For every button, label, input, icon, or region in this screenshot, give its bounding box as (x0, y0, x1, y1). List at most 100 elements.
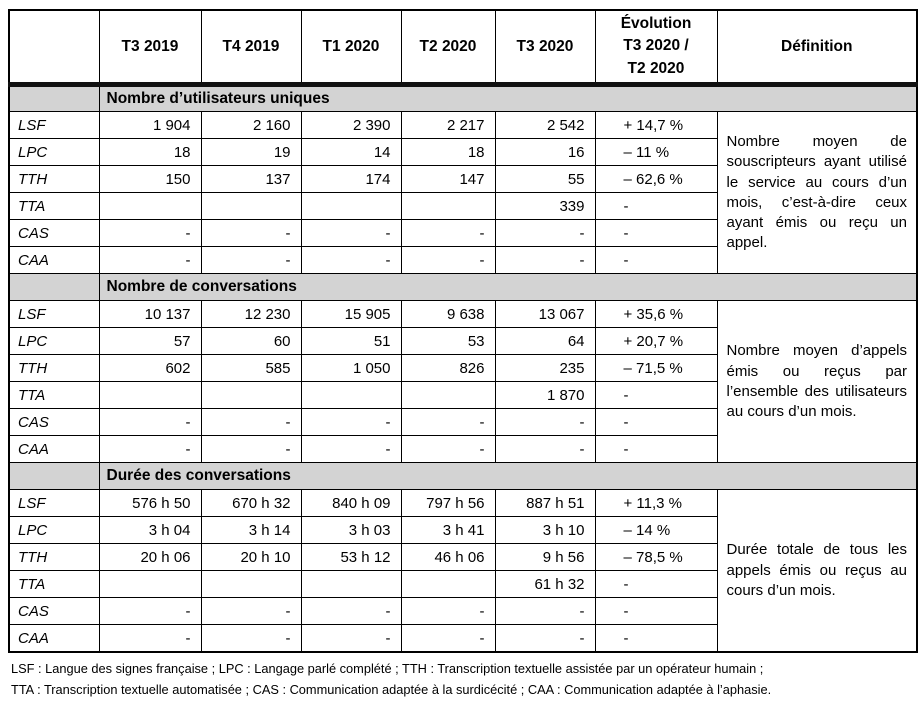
table-row: LSF 1 904 2 160 2 390 2 217 2 542 + 14,7… (8, 111, 918, 275)
table-row: TTA 61 h 32 - (8, 570, 917, 599)
cell-evolution: – 62,6 % (594, 165, 718, 194)
cell-t3-2020: 61 h 32 (494, 570, 596, 599)
row-label: CAA (8, 435, 100, 464)
cell-t4-2019: 670 h 32 (200, 489, 302, 518)
cell-t3-2019: - (98, 219, 202, 248)
cell-t3-2019: 10 137 (98, 300, 202, 329)
table-row: CAS - - - - - - (8, 408, 917, 437)
cell-t2-2020: - (400, 435, 496, 464)
cell-t2-2020: 3 h 41 (400, 516, 496, 545)
cell-t3-2019: 576 h 50 (98, 489, 202, 518)
cell-t3-2019: 3 h 04 (98, 516, 202, 545)
cell-t1-2020: - (300, 408, 402, 437)
table-row: LSF 10 137 12 230 15 905 9 638 13 067 + … (8, 300, 918, 464)
cell-t3-2019: - (98, 408, 202, 437)
cell-t1-2020: 174 (300, 165, 402, 194)
cell-evolution: - (594, 219, 718, 248)
table-row: TTH 602 585 1 050 826 235 – 71,5 % (8, 354, 917, 383)
cell-t3-2020: - (494, 219, 596, 248)
col-header-t4-2019: T4 2019 (200, 9, 302, 88)
cell-t3-2019 (98, 381, 202, 410)
cell-t3-2020: 339 (494, 192, 596, 221)
cell-t1-2020: 15 905 (300, 300, 402, 329)
cell-evolution: - (594, 597, 718, 626)
section-title: Nombre d’utilisateurs uniques (98, 84, 918, 113)
cell-evolution: – 78,5 % (594, 543, 718, 572)
cell-t3-2020: 3 h 10 (494, 516, 596, 545)
cell-t3-2020: - (494, 435, 596, 464)
cell-t4-2019: 585 (200, 354, 302, 383)
cell-t3-2019: - (98, 597, 202, 626)
section-title: Durée des conversations (98, 462, 918, 491)
table-row: CAS - - - - - - (8, 597, 917, 626)
header-row: T3 2019 T4 2019 T1 2020 T2 2020 T3 2020 … (8, 9, 918, 88)
cell-t4-2019: - (200, 624, 302, 653)
cell-evolution: – 71,5 % (594, 354, 718, 383)
cell-t3-2020: - (494, 408, 596, 437)
col-header-t3-2020: T3 2020 (494, 9, 596, 88)
row-label: CAA (8, 246, 100, 275)
row-label: TTA (8, 381, 100, 410)
cell-t2-2020 (400, 381, 496, 410)
definition-cell: Durée totale de tous les appels émis ou … (716, 489, 918, 653)
cell-t3-2019: 150 (98, 165, 202, 194)
cell-t3-2019: - (98, 435, 202, 464)
row-label: CAS (8, 597, 100, 626)
section-empty-cell (8, 462, 100, 491)
cell-t3-2020: - (494, 246, 596, 275)
section-header-row: Nombre d’utilisateurs uniques (8, 84, 918, 113)
cell-t1-2020 (300, 192, 402, 221)
cell-evolution: - (594, 381, 718, 410)
table-row: CAA - - - - - - (8, 435, 917, 464)
table-row: TTH 150 137 174 147 55 – 62,6 % (8, 165, 917, 194)
cell-t3-2019: 57 (98, 327, 202, 356)
cell-evolution: + 35,6 % (594, 300, 718, 329)
cell-t2-2020: - (400, 246, 496, 275)
cell-t3-2019: - (98, 624, 202, 653)
cell-t3-2020: - (494, 597, 596, 626)
cell-t3-2020: 9 h 56 (494, 543, 596, 572)
cell-t3-2020: 16 (494, 138, 596, 167)
cell-t1-2020 (300, 570, 402, 599)
section-header-row: Nombre de conversations (8, 273, 918, 302)
cell-t2-2020: 2 217 (400, 111, 496, 140)
row-label: LPC (8, 138, 100, 167)
cell-evolution: - (594, 192, 718, 221)
col-header-t1-2020: T1 2020 (300, 9, 402, 88)
cell-t4-2019: - (200, 597, 302, 626)
cell-t4-2019 (200, 570, 302, 599)
cell-t2-2020: 147 (400, 165, 496, 194)
row-label: LSF (8, 111, 100, 140)
footnote-line-1: LSF : Langue des signes française ; LPC … (11, 660, 764, 676)
col-header-evolution: Évolution T3 2020 / T2 2020 (594, 9, 718, 88)
cell-evolution: - (594, 408, 718, 437)
definition-cell: Nombre moyen de souscripteurs ayant util… (716, 111, 918, 275)
cell-t2-2020 (400, 192, 496, 221)
cell-t1-2020: 840 h 09 (300, 489, 402, 518)
cell-t4-2019: 12 230 (200, 300, 302, 329)
col-header-t3-2019: T3 2019 (98, 9, 202, 88)
cell-t1-2020: 14 (300, 138, 402, 167)
cell-t1-2020: - (300, 624, 402, 653)
cell-t3-2019: 602 (98, 354, 202, 383)
cell-t2-2020: - (400, 624, 496, 653)
row-label: TTA (8, 570, 100, 599)
table-head: T3 2019 T4 2019 T1 2020 T2 2020 T3 2020 … (8, 9, 918, 88)
cell-t2-2020: 797 h 56 (400, 489, 496, 518)
cell-t4-2019: - (200, 408, 302, 437)
cell-t3-2020: 1 870 (494, 381, 596, 410)
cell-t3-2019: 1 904 (98, 111, 202, 140)
row-label: TTH (8, 165, 100, 194)
cell-t2-2020: - (400, 219, 496, 248)
cell-evolution: - (594, 570, 718, 599)
row-label: LPC (8, 516, 100, 545)
cell-t3-2019: 20 h 06 (98, 543, 202, 572)
row-label: TTH (8, 354, 100, 383)
cell-t2-2020 (400, 570, 496, 599)
cell-t4-2019: 60 (200, 327, 302, 356)
cell-t4-2019: - (200, 246, 302, 275)
row-label: CAS (8, 408, 100, 437)
cell-t4-2019: 19 (200, 138, 302, 167)
cell-t2-2020: - (400, 408, 496, 437)
